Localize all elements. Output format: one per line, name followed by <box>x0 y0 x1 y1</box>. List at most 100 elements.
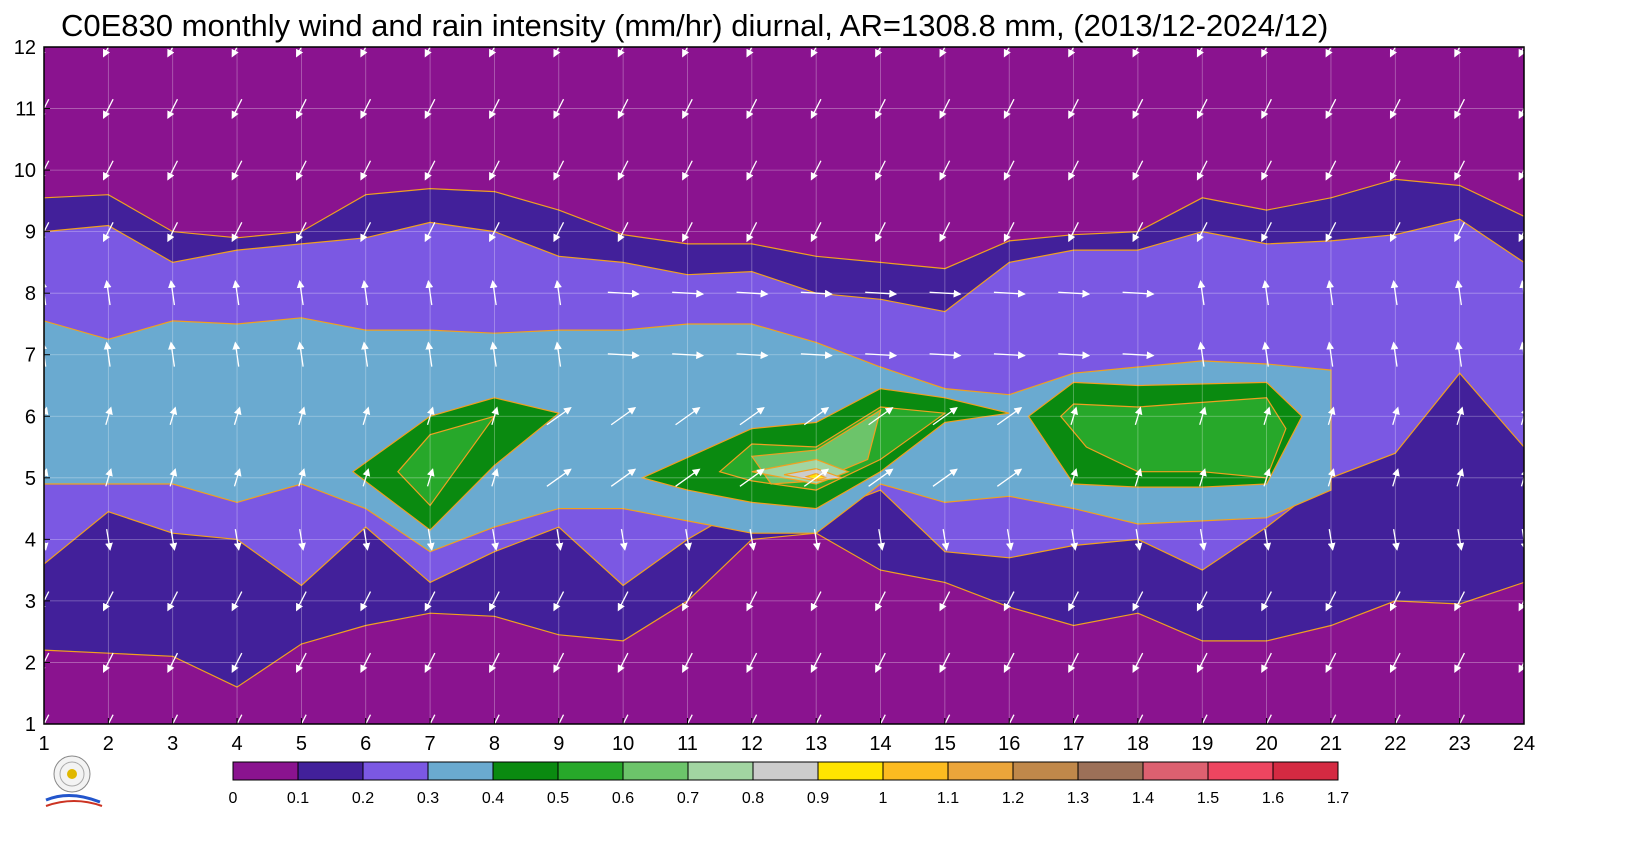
y-tick-label: 3 <box>25 591 36 613</box>
wind-arrow <box>360 98 372 120</box>
wind-arrow <box>1392 406 1400 425</box>
wind-arrow <box>1327 468 1336 487</box>
wind-arrow <box>622 714 629 724</box>
wind-arrow <box>167 98 179 120</box>
x-tick-label: 10 <box>612 733 634 755</box>
wind-arrow <box>426 468 435 487</box>
wind-arrow <box>1263 468 1272 487</box>
wind-arrow <box>300 714 307 724</box>
wind-arrow <box>489 160 500 181</box>
wind-arrow <box>103 279 112 306</box>
wind-arrow <box>1327 529 1336 551</box>
wind-arrow <box>555 529 564 551</box>
wind-arrow <box>296 591 307 612</box>
x-tick-label: 21 <box>1320 733 1342 755</box>
wind-arrow <box>1197 341 1206 367</box>
colorbar-swatch <box>1077 761 1144 781</box>
wind-arrow <box>1325 98 1337 120</box>
wind-arrow <box>103 341 112 367</box>
wind-arrow <box>1261 160 1272 181</box>
wind-arrow <box>169 529 178 551</box>
colorbar-swatch <box>1272 761 1339 781</box>
colorbar-swatch <box>1142 761 1209 781</box>
wind-arrow <box>1070 529 1079 551</box>
wind-arrow <box>617 221 629 243</box>
colorbar-label: 0.1 <box>287 790 309 807</box>
wind-arrow <box>1122 351 1155 360</box>
wind-arrow <box>812 529 821 551</box>
wind-arrow <box>102 47 111 58</box>
x-tick-label: 13 <box>805 733 827 755</box>
wind-arrow <box>231 160 243 181</box>
wind-arrow <box>1456 468 1465 487</box>
wind-arrow <box>1454 652 1465 673</box>
wind-arrow <box>610 468 637 487</box>
wind-arrow <box>939 591 951 612</box>
wind-arrow <box>746 98 758 120</box>
colorbar-label: 0.7 <box>677 790 699 807</box>
wind-arrow <box>361 279 369 306</box>
colorbar-swatch <box>232 761 299 781</box>
wind-arrow <box>1458 714 1465 724</box>
wind-arrow <box>865 351 898 360</box>
x-tick-label: 16 <box>998 733 1020 755</box>
wind-arrow <box>1520 529 1524 551</box>
colorbar-swatch <box>947 761 1014 781</box>
x-tick-label: 18 <box>1127 733 1149 755</box>
wind-arrow <box>746 591 758 612</box>
wind-arrow <box>44 468 49 481</box>
wind-arrow <box>1454 98 1465 120</box>
colorbar-label: 0.5 <box>547 790 569 807</box>
wind-arrow <box>558 714 565 724</box>
wind-arrow <box>877 529 886 551</box>
wind-arrow <box>167 591 179 612</box>
wind-arrow <box>1068 591 1079 612</box>
wind-arrow <box>231 652 243 673</box>
wind-arrow <box>424 98 436 120</box>
wind-arrow <box>1132 591 1144 612</box>
wind-arrow <box>44 98 50 120</box>
x-tick-label: 19 <box>1191 733 1213 755</box>
wind-arrow <box>1389 591 1401 612</box>
wind-arrow <box>996 468 1023 487</box>
wind-arrow <box>875 47 883 58</box>
x-tick-label: 15 <box>934 733 956 755</box>
wind-arrow <box>1134 468 1143 487</box>
y-tick-label: 7 <box>25 345 36 367</box>
wind-arrow <box>296 98 307 120</box>
wind-arrow <box>1518 599 1524 612</box>
colorbar-label: 0 <box>229 790 238 807</box>
colorbar-swatch <box>492 761 559 781</box>
wind-arrow <box>1132 47 1140 58</box>
wind-arrow <box>1389 98 1401 120</box>
y-tick-label: 1 <box>25 714 36 736</box>
wind-arrow <box>865 289 898 298</box>
y-tick-label: 5 <box>25 468 36 490</box>
colorbar-label: 1.7 <box>1327 790 1349 807</box>
wind-arrow <box>554 341 562 367</box>
wind-arrow <box>231 47 239 58</box>
wind-arrow <box>1518 47 1524 58</box>
wind-arrow <box>233 468 242 487</box>
colorbar-swatch <box>1207 761 1274 781</box>
lab-logo <box>45 755 103 807</box>
wind-arrow <box>682 47 690 58</box>
wind-arrow <box>1003 98 1015 120</box>
wind-arrow <box>1455 279 1463 306</box>
wind-arrow <box>553 98 565 120</box>
wind-arrow <box>1390 279 1399 306</box>
wind-arrow <box>546 468 572 487</box>
wind-arrow <box>546 407 572 426</box>
wind-arrow <box>939 98 951 120</box>
wind-arrow <box>1261 341 1270 367</box>
wind-arrow <box>1265 714 1272 724</box>
wind-arrow <box>1454 221 1465 243</box>
wind-arrow <box>1389 47 1397 58</box>
wind-arrow <box>672 289 705 298</box>
wind-arrow <box>1132 221 1144 243</box>
contour-level-0_5-8 <box>1059 397 1287 479</box>
colorbar-label: 0.6 <box>612 790 634 807</box>
wind-arrow <box>553 652 565 673</box>
wind-arrow <box>1325 47 1333 58</box>
